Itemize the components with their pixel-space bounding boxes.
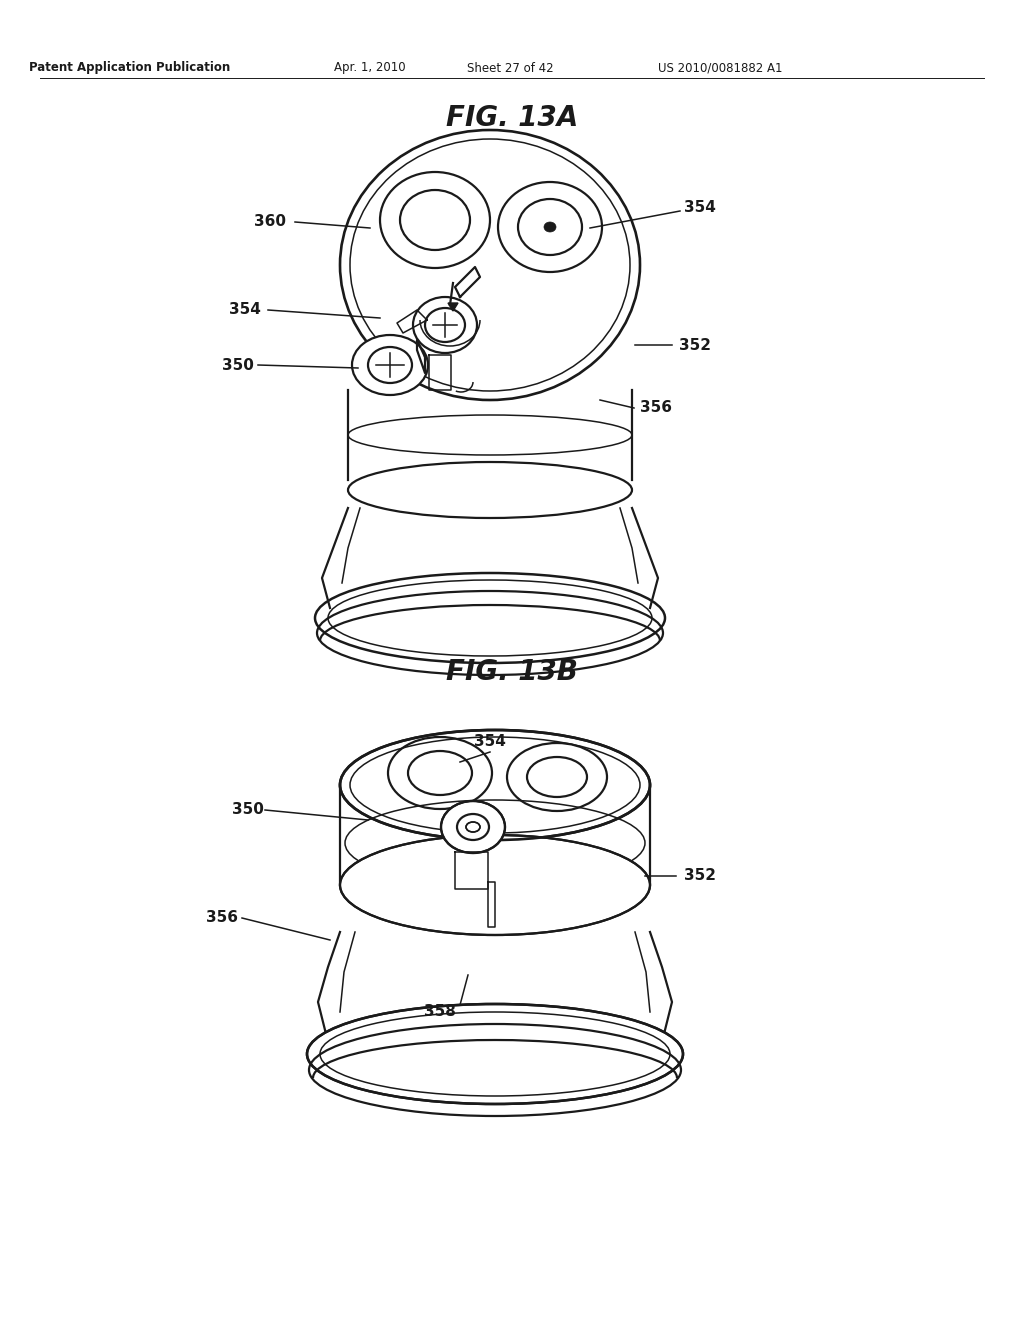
Polygon shape — [488, 882, 495, 927]
Text: 356: 356 — [206, 911, 238, 925]
Ellipse shape — [441, 801, 505, 853]
Text: FIG. 13B: FIG. 13B — [446, 657, 578, 686]
Ellipse shape — [466, 822, 480, 832]
Ellipse shape — [340, 836, 650, 935]
Text: 356: 356 — [640, 400, 672, 416]
Ellipse shape — [352, 335, 428, 395]
Text: 354: 354 — [229, 302, 261, 318]
Text: FIG. 13A: FIG. 13A — [445, 104, 579, 132]
Text: Patent Application Publication: Patent Application Publication — [30, 62, 230, 74]
Text: 358: 358 — [424, 1005, 456, 1019]
Text: Sheet 27 of 42: Sheet 27 of 42 — [467, 62, 553, 74]
Text: 350: 350 — [222, 358, 254, 372]
Text: 352: 352 — [684, 869, 716, 883]
Polygon shape — [449, 304, 458, 312]
Text: 350: 350 — [232, 803, 264, 817]
Ellipse shape — [340, 730, 650, 840]
Text: Apr. 1, 2010: Apr. 1, 2010 — [334, 62, 406, 74]
Text: 354: 354 — [684, 199, 716, 214]
Text: 354: 354 — [474, 734, 506, 750]
Polygon shape — [417, 341, 425, 374]
Text: 360: 360 — [254, 214, 286, 230]
Polygon shape — [455, 267, 480, 297]
Text: US 2010/0081882 A1: US 2010/0081882 A1 — [657, 62, 782, 74]
Ellipse shape — [544, 222, 556, 232]
Ellipse shape — [307, 1005, 683, 1104]
Text: 352: 352 — [679, 338, 711, 352]
Polygon shape — [455, 851, 488, 888]
Polygon shape — [397, 310, 427, 333]
